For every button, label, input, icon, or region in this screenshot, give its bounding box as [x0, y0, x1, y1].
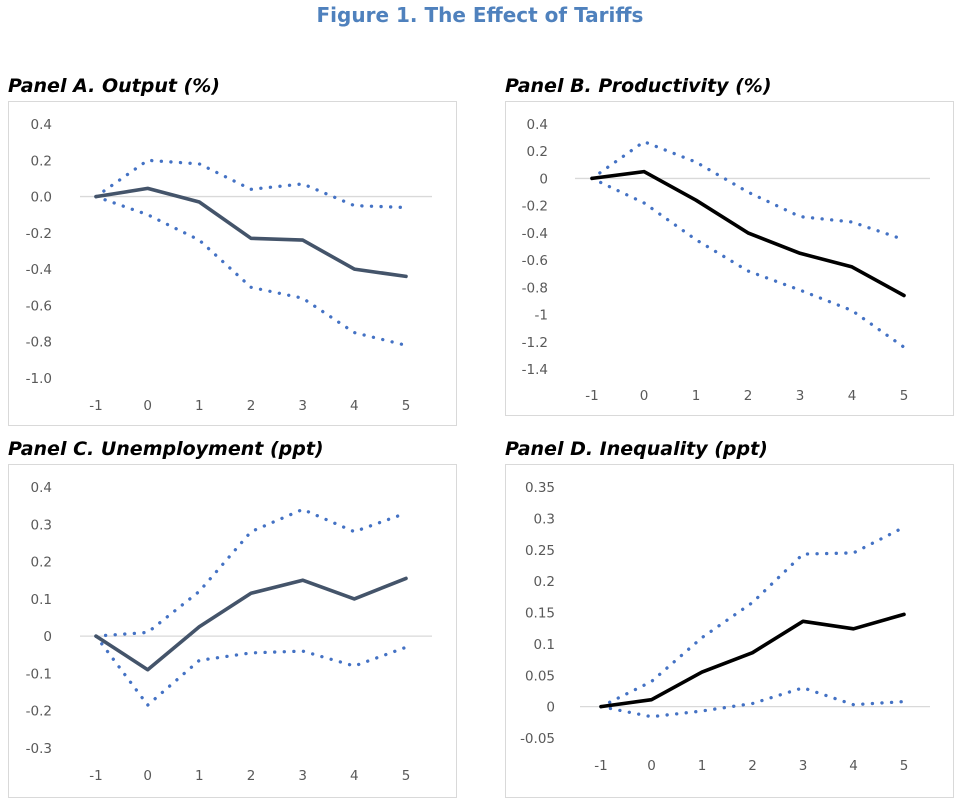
x-tick-label: 3	[796, 388, 805, 404]
y-tick-label: 0.2	[31, 153, 52, 169]
x-tick-label: 5	[402, 398, 411, 414]
x-tick-label: 2	[247, 398, 256, 414]
series-estimate	[94, 186, 408, 279]
y-tick-label: -1.0	[26, 371, 52, 387]
x-tick-label: 4	[849, 758, 858, 774]
panel-a: Panel A. Output (%) 0.4 0.2 0.0 -0.2 -0.4 -0.6…	[8, 75, 457, 426]
y-tick-label: 0.35	[525, 480, 555, 496]
figure-title: Figure 1. The Effect of Tariffs	[317, 3, 644, 27]
y-tick-label: 0.4	[31, 480, 52, 496]
y-tick-label: 0	[546, 700, 555, 716]
x-tick-label: 3	[298, 398, 307, 414]
y-tick-label: 0.1	[31, 592, 52, 608]
y-tick-label: -0.8	[26, 335, 52, 351]
y-tick-label: -0.6	[26, 298, 52, 314]
series-upper-bound	[94, 158, 408, 210]
y-tick-label: 0.4	[31, 117, 52, 133]
y-tick-label: -0.2	[26, 226, 52, 242]
y-tick-label: 0.05	[525, 668, 555, 684]
x-tick-label: 0	[640, 388, 649, 404]
panel-c: Panel C. Unemployment (ppt) 0.4 0.3 0.2 0.1 0…	[8, 438, 457, 798]
y-tick-label: -0.8	[522, 280, 548, 296]
panel-title: Panel D. Inequality (ppt)	[505, 438, 768, 460]
panel-title: Panel B. Productivity (%)	[505, 75, 772, 97]
y-tick-label: 0.2	[527, 144, 548, 160]
series-lower-bound	[94, 194, 408, 347]
y-tick-label: 0.4	[527, 117, 548, 133]
panel-title: Panel C. Unemployment (ppt)	[8, 438, 324, 460]
y-tick-label: -1	[535, 308, 548, 324]
y-tick-label: -0.3	[26, 741, 52, 757]
y-tick-label: 0	[43, 629, 52, 645]
x-tick-label: 4	[848, 388, 857, 404]
panel-frame	[8, 101, 457, 426]
y-tick-label: -1.2	[522, 335, 548, 351]
y-tick-label: 0.2	[31, 555, 52, 571]
y-tick-label: 0.2	[534, 574, 555, 590]
panel-d: Panel D. Inequality (ppt) 0.35 0.3 0.25 0.2 0…	[505, 438, 954, 798]
x-tick-label: -1	[89, 398, 102, 414]
series-estimate	[94, 576, 408, 672]
series-lower-bound	[94, 634, 408, 707]
y-tick-label: -0.05	[520, 731, 555, 747]
x-tick-label: 3	[298, 768, 307, 784]
panel-frame	[505, 464, 954, 798]
x-tick-label: 0	[143, 398, 152, 414]
x-tick-label: 4	[350, 768, 359, 784]
y-tick-label: 0.3	[534, 511, 555, 527]
x-tick-label: -1	[585, 388, 598, 404]
y-tick-label: -0.4	[522, 226, 548, 242]
x-tick-label: 1	[698, 758, 707, 774]
y-tick-label: 0.15	[525, 606, 555, 622]
y-tick-label: 0	[539, 171, 548, 187]
series-upper-bound	[590, 140, 906, 242]
y-tick-label: -0.2	[26, 704, 52, 720]
x-tick-label: 1	[195, 768, 204, 784]
x-tick-label: 5	[900, 758, 909, 774]
series-lower-bound	[590, 176, 906, 349]
series-estimate	[590, 169, 906, 298]
y-tick-label: -0.6	[522, 253, 548, 269]
y-tick-label: 0.0	[31, 190, 52, 206]
x-tick-label: 5	[402, 768, 411, 784]
y-tick-label: -0.2	[522, 199, 548, 215]
x-tick-label: 3	[799, 758, 808, 774]
y-tick-label: -1.4	[522, 362, 548, 378]
x-tick-label: 2	[247, 768, 256, 784]
x-tick-label: 0	[647, 758, 656, 774]
series-upper-bound	[599, 525, 906, 709]
x-tick-label: 2	[744, 388, 753, 404]
x-tick-label: 5	[900, 388, 909, 404]
panel-frame	[505, 101, 954, 416]
x-tick-label: 2	[748, 758, 757, 774]
x-tick-label: 1	[195, 398, 204, 414]
x-tick-label: 4	[350, 398, 359, 414]
y-tick-label: -0.4	[26, 262, 52, 278]
y-tick-label: 0.3	[31, 517, 52, 533]
x-tick-label: 0	[143, 768, 152, 784]
x-tick-label: -1	[594, 758, 607, 774]
x-tick-label: -1	[89, 768, 102, 784]
x-tick-label: 1	[692, 388, 701, 404]
y-tick-label: -0.1	[26, 666, 52, 682]
series-lower-bound	[599, 686, 906, 719]
panel-b: Panel B. Productivity (%) 0.4 0.2 0 -0.2 -0.4…	[505, 75, 954, 416]
panel-frame	[8, 464, 457, 798]
y-tick-label: 0.1	[534, 637, 555, 653]
y-tick-label: 0.25	[525, 543, 555, 559]
panel-title: Panel A. Output (%)	[8, 75, 220, 97]
series-estimate	[599, 612, 906, 709]
